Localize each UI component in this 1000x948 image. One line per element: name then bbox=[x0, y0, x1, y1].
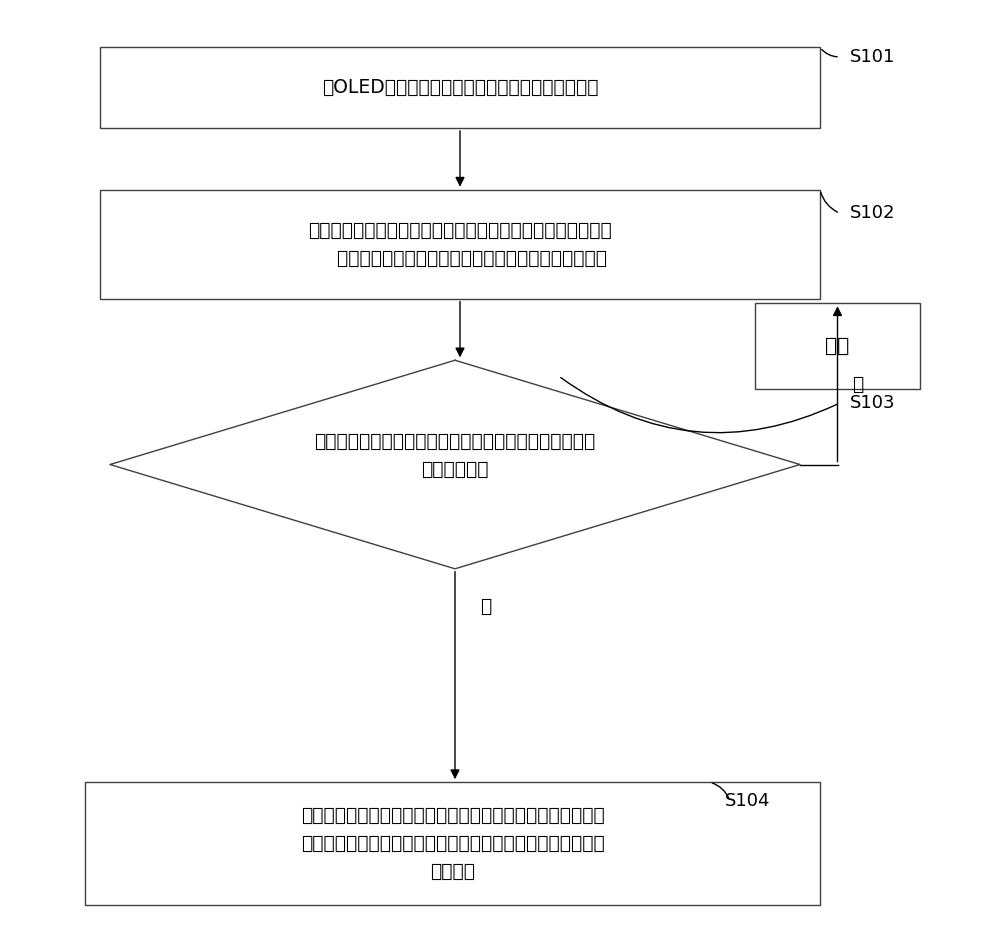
Text: 对OLED显示面板中的各单色发光器件进行老化处理: 对OLED显示面板中的各单色发光器件进行老化处理 bbox=[322, 78, 598, 98]
Bar bbox=[100, 47, 820, 128]
Text: 对发光寿命衰减速率最快的单色发光器件再次进行老化处理，
直至各单色发光器件的发光寿命衰减速率之间的差值小于预设
阈值为止: 对发光寿命衰减速率最快的单色发光器件再次进行老化处理， 直至各单色发光器件的发光… bbox=[301, 806, 604, 882]
Text: 结束: 结束 bbox=[825, 337, 850, 356]
Text: 确定各单色发光器件的发光寿命衰减速率之间的差值是否
大于预设阈值: 确定各单色发光器件的发光寿命衰减速率之间的差值是否 大于预设阈值 bbox=[314, 431, 596, 479]
Bar bbox=[755, 303, 920, 389]
Text: S101: S101 bbox=[850, 48, 895, 65]
Text: 否: 否 bbox=[852, 374, 864, 393]
Bar bbox=[85, 782, 820, 905]
Text: S104: S104 bbox=[725, 793, 770, 810]
Bar bbox=[100, 190, 820, 299]
Text: S102: S102 bbox=[850, 205, 896, 222]
Text: 对经过老化处理后的各单色发光器件分别进行发光寿命衰减测
    试，得到所述各单色发光器件对应的发光寿命衰减速率: 对经过老化处理后的各单色发光器件分别进行发光寿命衰减测 试，得到所述各单色发光器… bbox=[308, 221, 612, 267]
Polygon shape bbox=[110, 360, 800, 569]
Text: 是: 是 bbox=[480, 597, 491, 616]
Text: S103: S103 bbox=[850, 394, 896, 411]
